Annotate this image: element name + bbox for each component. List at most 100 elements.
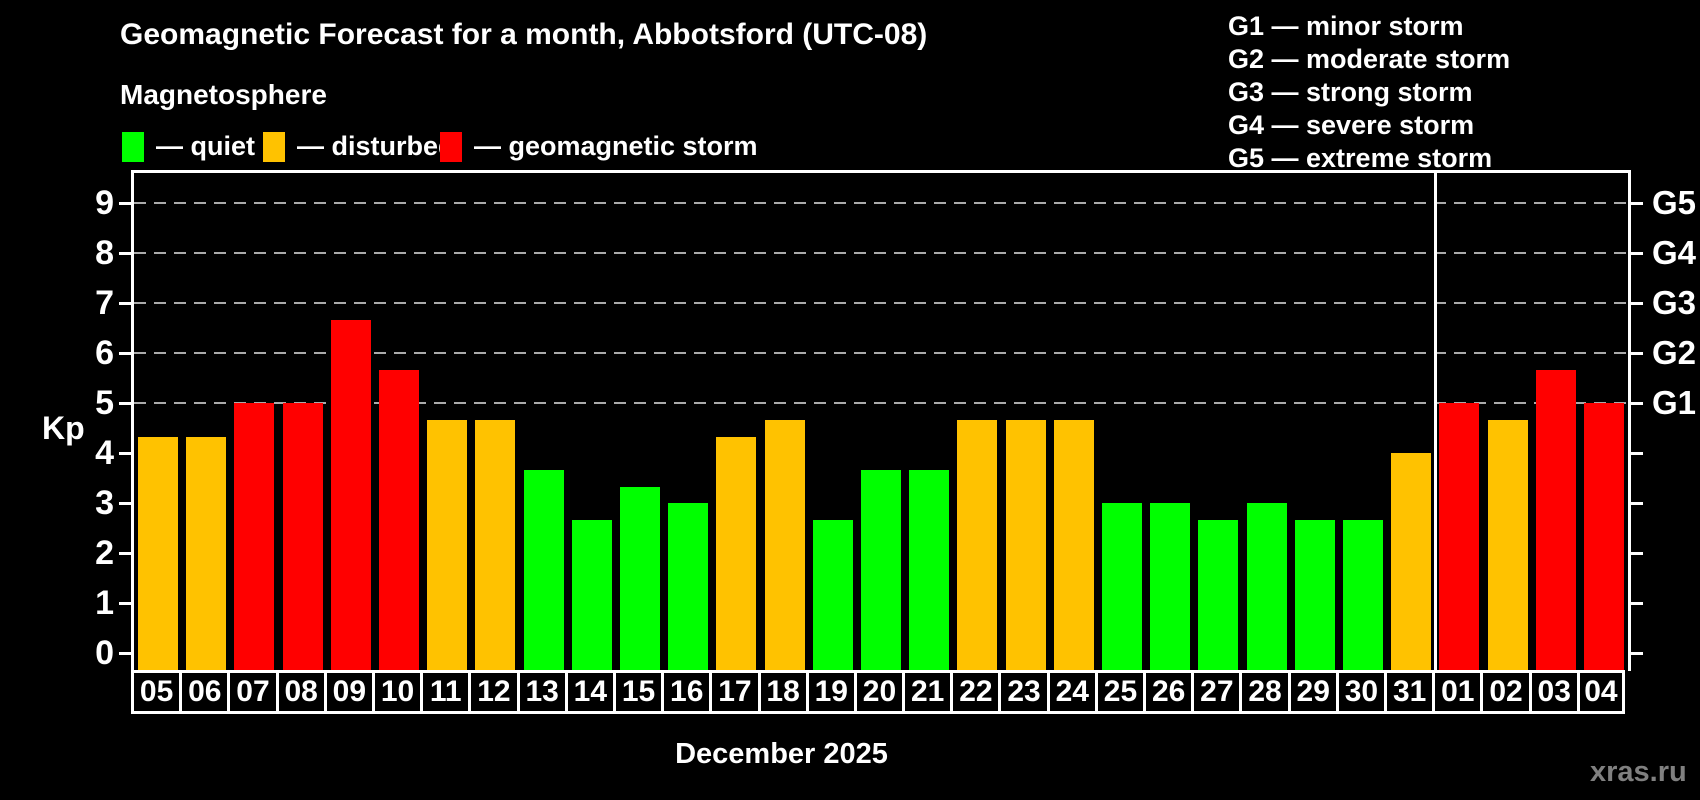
day-label-19: 19 — [805, 670, 857, 714]
day-label-04: 04 — [1576, 670, 1625, 714]
kp-bar-20 — [861, 469, 901, 671]
y-axis-label-9: 9 — [95, 184, 114, 222]
right-tick-2 — [1631, 551, 1643, 555]
day-label-20: 20 — [853, 670, 906, 714]
kp-bar-26 — [1150, 503, 1191, 671]
g-legend-line-g5: G5 — extreme storm — [1228, 143, 1493, 173]
left-tick-7 — [119, 301, 131, 305]
plot-area: 0 1 2 3 4 5 6 7 8 9 G1 G2 G3 G4 G5 — [95, 170, 1696, 671]
kp-bar-25 — [1101, 503, 1142, 671]
day-label-10: 10 — [371, 670, 424, 714]
left-tick-0 — [119, 651, 131, 655]
right-tick-6 — [1631, 351, 1643, 355]
legend-item-quiet: — quiet — [122, 131, 255, 162]
day-label-29: 29 — [1287, 670, 1339, 714]
month-separator-line — [1433, 173, 1437, 671]
kp-bar-22 — [957, 419, 998, 671]
day-label-22: 22 — [950, 670, 1002, 714]
page-title: Geomagnetic Forecast for a month, Abbots… — [120, 18, 928, 51]
day-label-11: 11 — [420, 670, 472, 714]
y-axis-label-2: 2 — [95, 534, 114, 572]
day-label-09: 09 — [323, 670, 375, 714]
left-tick-9 — [119, 201, 131, 205]
day-label-18: 18 — [757, 670, 809, 714]
y-axis-label-0: 0 — [95, 634, 114, 672]
g-legend-line-g1: G1 — minor storm — [1228, 11, 1464, 41]
kp-bar-17 — [716, 436, 757, 671]
day-label-12: 12 — [468, 670, 520, 714]
gridline-kp-5 — [134, 402, 1628, 404]
y-axis-title: Kp — [42, 410, 85, 446]
kp-bar-13 — [523, 469, 564, 671]
kp-bar-16 — [668, 503, 709, 671]
day-label-14: 14 — [564, 670, 616, 714]
gridline-kp-9 — [134, 202, 1628, 204]
legend-label-disturbed: — disturbed — [297, 131, 455, 161]
right-tick-1 — [1631, 601, 1643, 605]
left-tick-6 — [119, 351, 131, 355]
day-label-01: 01 — [1432, 670, 1484, 714]
legend-item-storm: — geomagnetic storm — [440, 131, 758, 162]
kp-bar-06 — [186, 436, 227, 671]
day-label-13: 13 — [516, 670, 568, 714]
day-label-25: 25 — [1094, 670, 1147, 714]
kp-bar-02 — [1487, 419, 1528, 671]
y-axis-label-7: 7 — [95, 284, 114, 322]
kp-bar-12 — [475, 419, 516, 671]
day-label-06: 06 — [179, 670, 231, 714]
day-label-21: 21 — [902, 670, 954, 714]
right-axis-label-g2: G2 — [1652, 334, 1697, 371]
kp-bar-31 — [1391, 453, 1432, 671]
quiet-color-swatch-icon — [122, 131, 144, 162]
right-tick-3 — [1631, 501, 1643, 505]
right-tick-0 — [1631, 651, 1643, 655]
gridline-kp-6 — [134, 352, 1628, 354]
watermark: xras.ru — [1590, 756, 1687, 788]
day-label-03: 03 — [1528, 670, 1580, 714]
day-label-28: 28 — [1239, 670, 1291, 714]
day-label-07: 07 — [227, 670, 279, 714]
kp-bar-04 — [1583, 403, 1624, 671]
g-legend-line-g2: G2 — moderate storm — [1228, 44, 1511, 74]
y-axis-label-8: 8 — [95, 234, 114, 272]
kp-bar-27 — [1198, 519, 1239, 671]
chart-subtitle: Magnetosphere — [120, 79, 327, 110]
legend-label-storm: — geomagnetic storm — [474, 131, 758, 161]
left-tick-2 — [119, 551, 131, 555]
x-axis-day-labels: 05 06 07 08 09 10 11 12 13 14 15 16 17 18 19 20 21 22 23 24… — [131, 670, 1631, 714]
day-label-30: 30 — [1335, 670, 1388, 714]
day-label-15: 15 — [612, 670, 665, 714]
kp-bar-10 — [379, 369, 420, 671]
right-tick-7 — [1631, 301, 1643, 305]
y-axis-label-3: 3 — [95, 484, 114, 522]
right-axis-label-g3: G3 — [1652, 284, 1697, 321]
gridline-kp-8 — [134, 252, 1628, 254]
day-label-27: 27 — [1191, 670, 1243, 714]
g-scale-legend: G1 — minor storm G2 — moderate storm G3 … — [1228, 10, 1510, 175]
y-axis-label-5: 5 — [95, 384, 114, 422]
left-tick-1 — [119, 601, 131, 605]
day-label-26: 26 — [1143, 670, 1195, 714]
gridline-kp-7 — [134, 302, 1628, 304]
day-label-08: 08 — [275, 670, 327, 714]
right-axis-label-g1: G1 — [1652, 384, 1697, 421]
kp-bar-29 — [1294, 519, 1335, 671]
left-tick-3 — [119, 501, 131, 505]
kp-bar-01 — [1439, 403, 1480, 671]
right-axis-label-g5: G5 — [1652, 184, 1697, 221]
storm-color-swatch-icon — [440, 131, 462, 162]
day-label-24: 24 — [1046, 670, 1098, 714]
right-axis-label-g4: G4 — [1652, 234, 1697, 271]
kp-bar-21 — [909, 469, 950, 671]
day-label-02: 02 — [1480, 670, 1532, 714]
month-label: December 2025 — [675, 738, 888, 770]
kp-bar-14 — [571, 519, 612, 671]
legend-item-disturbed: — disturbed — [263, 131, 455, 162]
kp-bar-05 — [138, 436, 179, 671]
g-legend-line-g3: G3 — strong storm — [1228, 77, 1473, 107]
g-legend-line-g4: G4 — severe storm — [1228, 110, 1475, 140]
y-axis-label-1: 1 — [95, 584, 114, 622]
day-label-17: 17 — [709, 670, 761, 714]
right-tick-4 — [1631, 451, 1643, 455]
right-tick-5 — [1631, 401, 1643, 405]
